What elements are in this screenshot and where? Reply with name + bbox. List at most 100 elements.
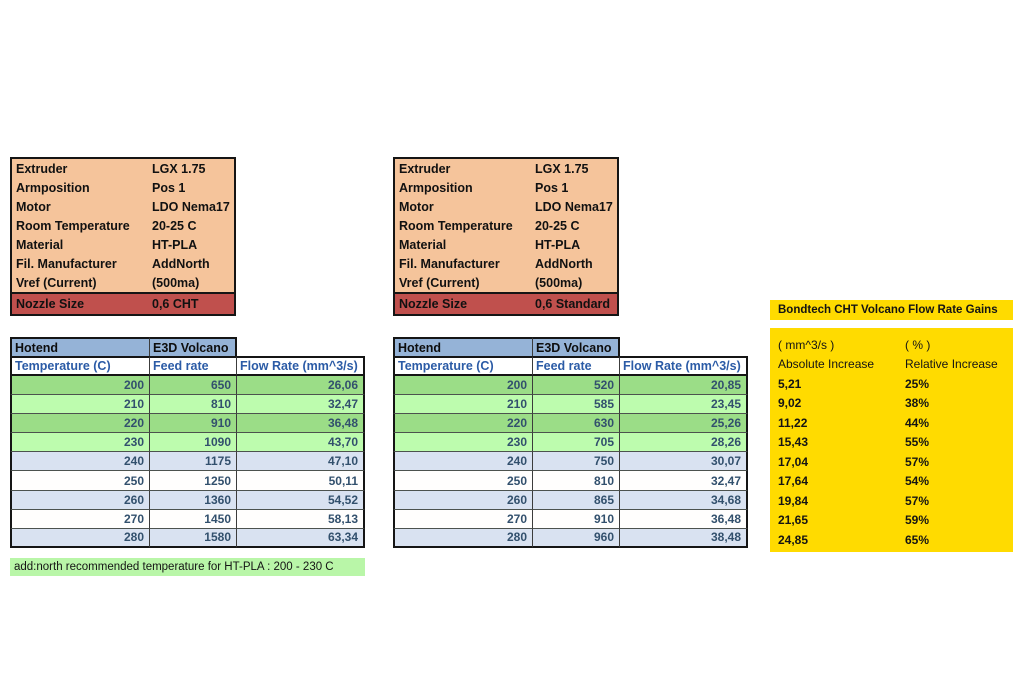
spec-label: Fil. Manufacturer <box>399 256 500 271</box>
absolute-units-label: ( mm^3/s ) <box>778 337 835 352</box>
spec-label: Motor <box>16 199 51 214</box>
absolute-increase-cell: 11,22 <box>778 415 808 430</box>
table-column-headers: Temperature (C) Feed rate Flow Rate (mm^… <box>393 356 748 376</box>
temperature-cell: 230 <box>393 433 533 453</box>
flow-rate-cell: 26,06 <box>237 376 365 396</box>
hotend-model-header: E3D Volcano <box>150 337 237 356</box>
spec-label: Material <box>399 237 447 252</box>
flow-rate-cell: 32,47 <box>620 471 748 491</box>
feed-rate-cell: 910 <box>150 414 237 434</box>
spec-rows: Extruder LGX 1.75 Armposition Pos 1 Motor LDO… <box>395 159 617 292</box>
flow-rate-cell: 36,48 <box>237 414 365 434</box>
spec-label: Extruder <box>399 161 451 176</box>
flow-rate-cell: 23,45 <box>620 395 748 415</box>
flow-rate-cell: 30,07 <box>620 452 748 472</box>
flow-rate-cell: 54,52 <box>237 490 365 510</box>
gains-table: ( mm^3/s ) ( % ) Absolute Increase Relat… <box>770 328 1013 552</box>
absolute-increase-header: Absolute Increase <box>778 357 875 372</box>
feed-rate-column-header: Feed rate <box>150 356 237 376</box>
gains-row: 21,65 59% <box>770 511 1013 531</box>
spec-row: Motor LDO Nema17 <box>395 197 617 216</box>
flow-row: 270 910 36,48 <box>393 509 748 529</box>
gains-header-row: Absolute Increase Relative Increase <box>770 355 1013 375</box>
spec-value: Pos 1 <box>152 180 186 195</box>
feed-rate-cell: 1580 <box>150 528 237 548</box>
spec-label: Vref (Current) <box>16 275 97 290</box>
gains-row: 17,04 57% <box>770 452 1013 472</box>
table-body: 200 650 26,06 210 810 32,47 220 910 36,48 230 1090… <box>10 376 365 548</box>
absolute-increase-cell: 19,84 <box>778 493 809 508</box>
relative-increase-cell: 54% <box>905 474 930 489</box>
temperature-cell: 240 <box>393 452 533 472</box>
flow-rate-cell: 36,48 <box>620 509 748 529</box>
feed-rate-cell: 1175 <box>150 452 237 472</box>
relative-units-label: ( % ) <box>905 337 931 352</box>
spec-row: Material HT-PLA <box>395 235 617 254</box>
feed-rate-cell: 1360 <box>150 490 237 510</box>
spec-row: Vref (Current) (500ma) <box>395 273 617 292</box>
flow-table-standard: Hotend E3D Volcano Temperature (C) Feed … <box>393 337 748 548</box>
flow-row: 260 865 34,68 <box>393 490 748 510</box>
feed-rate-cell: 650 <box>150 376 237 396</box>
spec-label: Material <box>16 237 64 252</box>
spec-value: HT-PLA <box>535 237 581 252</box>
flow-row: 230 705 28,26 <box>393 433 748 453</box>
temperature-cell: 280 <box>393 528 533 548</box>
table-column-headers: Temperature (C) Feed rate Flow Rate (mm^… <box>10 356 365 376</box>
temperature-column-header: Temperature (C) <box>10 356 150 376</box>
feed-rate-cell: 1250 <box>150 471 237 491</box>
flow-row: 220 630 25,26 <box>393 414 748 434</box>
spec-value: AddNorth <box>152 256 210 271</box>
flow-rate-cell: 34,68 <box>620 490 748 510</box>
temperature-cell: 260 <box>10 490 150 510</box>
feed-rate-cell: 520 <box>533 376 620 396</box>
spec-value: (500ma) <box>152 275 200 290</box>
temperature-cell: 210 <box>393 395 533 415</box>
relative-increase-cell: 44% <box>905 415 930 430</box>
spec-label: Room Temperature <box>16 218 130 233</box>
nozzle-size-row: Nozzle Size 0,6 CHT <box>12 292 234 314</box>
flow-row: 280 960 38,48 <box>393 528 748 548</box>
temperature-cell: 230 <box>10 433 150 453</box>
spec-row: Vref (Current) (500ma) <box>12 273 234 292</box>
flow-row: 250 1250 50,11 <box>10 471 365 491</box>
temperature-cell: 200 <box>10 376 150 396</box>
spec-value: LDO Nema17 <box>535 199 613 214</box>
flow-row: 280 1580 63,34 <box>10 528 365 548</box>
spec-label: Armposition <box>399 180 473 195</box>
feed-rate-cell: 705 <box>533 433 620 453</box>
relative-increase-cell: 59% <box>905 513 930 528</box>
nozzle-size-label: Nozzle Size <box>399 297 468 311</box>
spec-row: Armposition Pos 1 <box>12 178 234 197</box>
temperature-cell: 200 <box>393 376 533 396</box>
gains-row: 15,43 55% <box>770 433 1013 453</box>
flow-rate-cell: 47,10 <box>237 452 365 472</box>
extruder-spec-card-standard: Extruder LGX 1.75 Armposition Pos 1 Motor LDO… <box>393 157 619 316</box>
relative-increase-cell: 57% <box>905 493 930 508</box>
recommended-temperature-note: add:north recommended temperature for HT… <box>10 558 365 576</box>
feed-rate-cell: 1090 <box>150 433 237 453</box>
feed-rate-cell: 960 <box>533 528 620 548</box>
spec-label: Vref (Current) <box>399 275 480 290</box>
table-group-header: Hotend E3D Volcano <box>393 337 748 356</box>
gains-row: 11,22 44% <box>770 413 1013 433</box>
flow-rate-cell: 28,26 <box>620 433 748 453</box>
nozzle-size-row: Nozzle Size 0,6 Standard <box>395 292 617 314</box>
relative-increase-cell: 65% <box>905 532 930 547</box>
spec-value: 20-25 C <box>152 218 197 233</box>
hotend-header: Hotend <box>393 337 533 356</box>
feed-rate-cell: 750 <box>533 452 620 472</box>
flow-row: 240 750 30,07 <box>393 452 748 472</box>
flow-rate-cell: 32,47 <box>237 395 365 415</box>
flow-rate-cell: 25,26 <box>620 414 748 434</box>
feed-rate-cell: 810 <box>150 395 237 415</box>
nozzle-size-label: Nozzle Size <box>16 297 85 311</box>
spec-row: Extruder LGX 1.75 <box>395 159 617 178</box>
gains-row: 5,21 25% <box>770 374 1013 394</box>
flow-rate-cell: 63,34 <box>237 528 365 548</box>
spec-value: LGX 1.75 <box>152 161 206 176</box>
spec-row: Motor LDO Nema17 <box>12 197 234 216</box>
relative-increase-cell: 38% <box>905 396 930 411</box>
temperature-cell: 210 <box>10 395 150 415</box>
absolute-increase-cell: 9,02 <box>778 396 802 411</box>
